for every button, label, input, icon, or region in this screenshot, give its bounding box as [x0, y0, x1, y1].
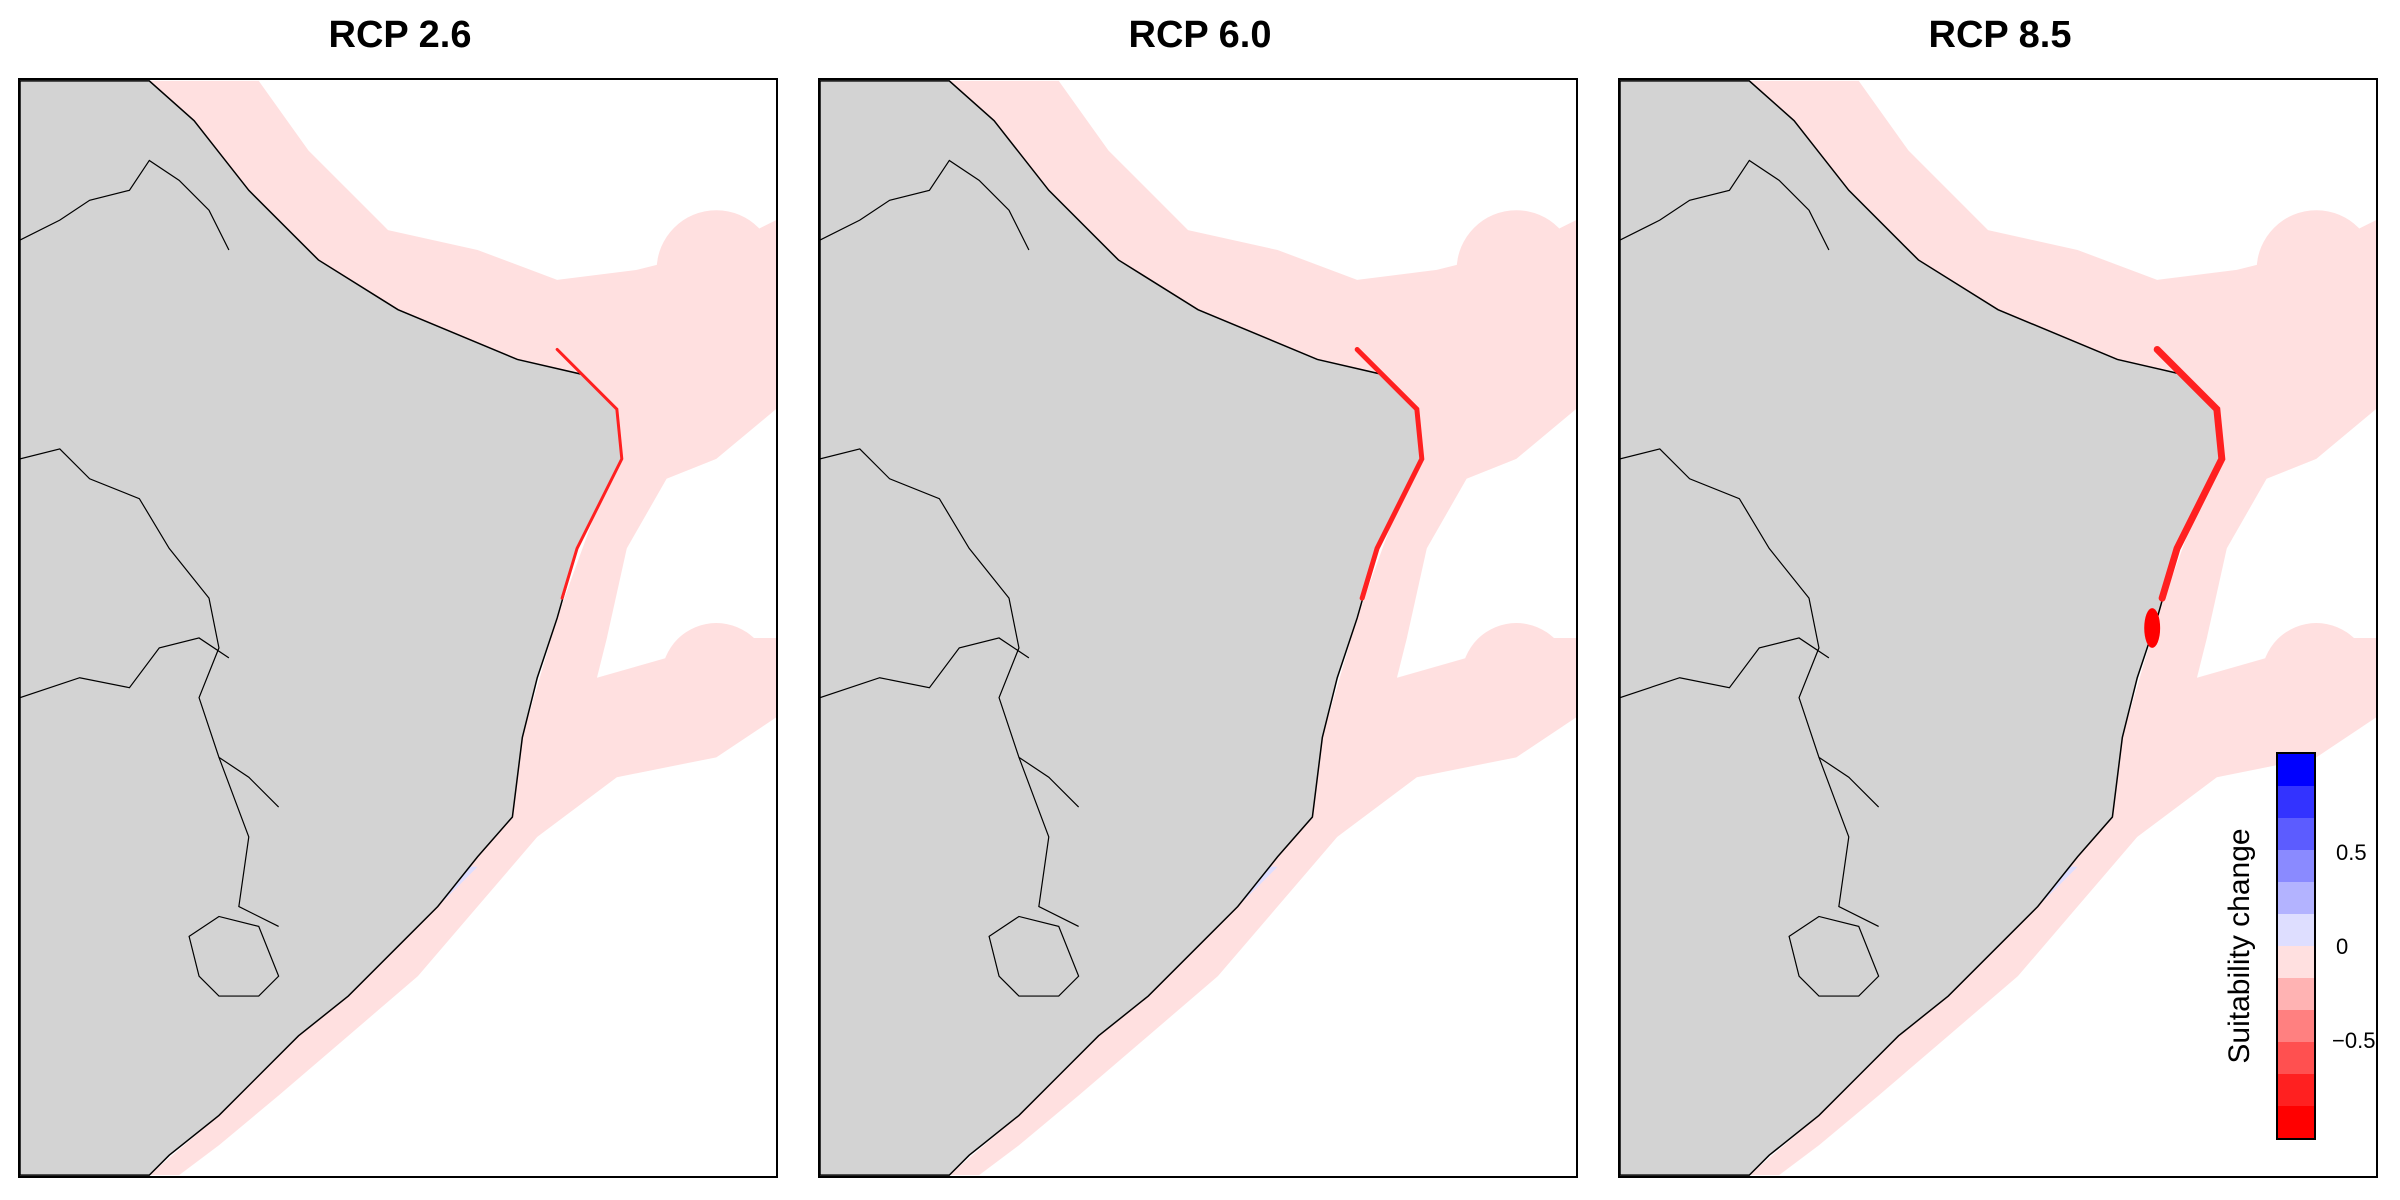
map-svg-rcp60: [820, 80, 1576, 1176]
coastal-red-band: [555, 347, 624, 600]
island-buffer-north: [656, 210, 776, 330]
country-border: [20, 159, 230, 251]
land-mass: [820, 80, 1423, 1176]
country-border: [1620, 637, 1830, 699]
country-border: [820, 448, 1080, 808]
country-border: [20, 637, 230, 699]
ocean-red-zone: [919, 80, 1576, 1176]
legend-colorbar: [2276, 752, 2316, 1140]
panel-title-rcp85: RCP 8.5: [1928, 14, 2072, 56]
island-buffer-south: [661, 623, 772, 733]
country-border: [20, 448, 280, 808]
map-svg-rcp26: [20, 80, 776, 1176]
legend-bin: [2278, 786, 2314, 818]
coastal-red-hotspot: [2144, 608, 2161, 648]
legend-bin: [2278, 1042, 2314, 1074]
legend-bin: [2278, 818, 2314, 850]
country-border: [188, 915, 280, 997]
legend-bin: [2278, 1010, 2314, 1042]
map-svg-rcp85: [1620, 80, 2376, 1176]
legend-bin: [2278, 882, 2314, 914]
panel-title-rcp60: RCP 6.0: [1128, 14, 1272, 56]
country-border: [820, 159, 1030, 251]
ocean-red-zone: [1719, 80, 2376, 1176]
legend-tick-minus-0-5: −0.5: [2332, 1028, 2376, 1053]
country-border: [1620, 159, 1830, 251]
country-border: [1818, 757, 1879, 927]
country-border: [218, 757, 279, 927]
coastal-red-band: [2153, 345, 2226, 602]
legend-bin: [2278, 914, 2314, 946]
map-panel-rcp26: [18, 78, 778, 1178]
legend-title: Suitability change: [2223, 828, 2256, 1064]
map-panel-rcp85: [1618, 78, 2378, 1178]
map-panel-rcp60: [818, 78, 1578, 1178]
island-buffer-south: [1461, 623, 1572, 733]
country-border: [820, 637, 1030, 699]
island-buffer-north: [1456, 210, 1576, 330]
country-border: [1788, 915, 1880, 997]
country-border: [1620, 448, 1880, 808]
legend-bin: [2278, 1106, 2314, 1138]
legend-bin: [2278, 1074, 2314, 1106]
legend-bin: [2278, 850, 2314, 882]
land-mass: [20, 80, 623, 1176]
coastal-red-band: [1354, 346, 1425, 601]
ocean-red-zone: [119, 80, 776, 1176]
legend-bin: [2278, 978, 2314, 1010]
island-buffer-north: [2256, 210, 2376, 330]
legend-bin: [2278, 754, 2314, 786]
legend-tick-0-5: 0.5: [2336, 840, 2367, 865]
legend-tick-0: 0: [2336, 934, 2349, 959]
panel-title-rcp26: RCP 2.6: [328, 14, 472, 56]
legend-bin: [2278, 946, 2314, 978]
land-mass: [1620, 80, 2223, 1176]
island-buffer-south: [2261, 623, 2372, 733]
country-border: [988, 915, 1080, 997]
country-border: [1018, 757, 1079, 927]
